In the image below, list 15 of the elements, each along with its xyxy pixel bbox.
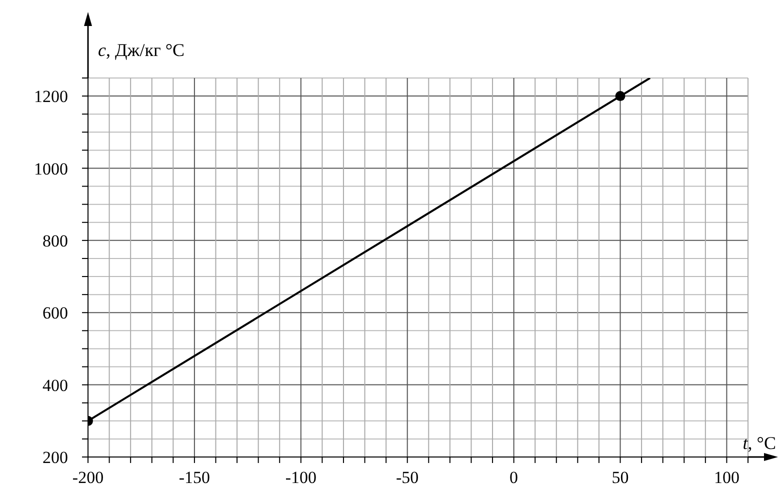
x-tick-label: 50 <box>612 468 629 488</box>
x-tick-label: -150 <box>178 468 210 488</box>
y-tick-label: 600 <box>42 304 68 323</box>
y-tick-label: 200 <box>42 448 68 468</box>
y-tick-label: 1200 <box>34 87 68 106</box>
y-tick-label: 400 <box>42 376 68 395</box>
y-axis-title: c, Дж/кг °C <box>98 40 185 60</box>
x-axis-title: t, °C <box>742 433 776 453</box>
y-tick-label: 800 <box>42 231 68 250</box>
x-tick-label: -200 <box>72 468 104 488</box>
x-tick-label: 100 <box>714 468 740 488</box>
x-tick-label: -50 <box>396 468 419 488</box>
y-tick-label: 1000 <box>34 159 68 178</box>
x-tick-label: 0 <box>510 468 518 488</box>
x-tick-label: -100 <box>285 468 316 488</box>
